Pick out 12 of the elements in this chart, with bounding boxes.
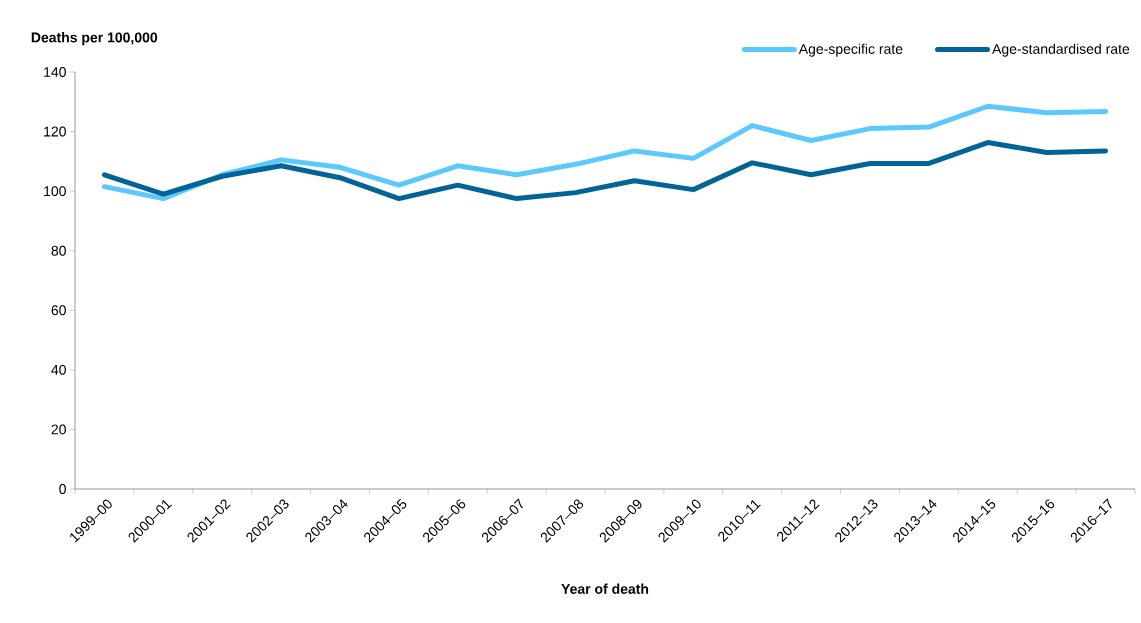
y-tick-label: 140 <box>44 67 66 77</box>
y-axis-title: Deaths per 100,000 <box>31 32 158 46</box>
y-tick-label: 80 <box>51 245 66 256</box>
y-tick-label: 100 <box>44 186 66 197</box>
legend-label: Age-standardised rate <box>992 43 1130 57</box>
x-axis-title: Year of death <box>561 583 649 594</box>
y-tick-label: 20 <box>51 424 66 435</box>
y-tick-label: 0 <box>59 484 66 494</box>
y-tick-label: 120 <box>44 126 66 137</box>
legend-label: Age-specific rate <box>798 43 903 57</box>
y-tick-label: 40 <box>51 364 66 375</box>
y-tick-label: 60 <box>51 305 66 316</box>
